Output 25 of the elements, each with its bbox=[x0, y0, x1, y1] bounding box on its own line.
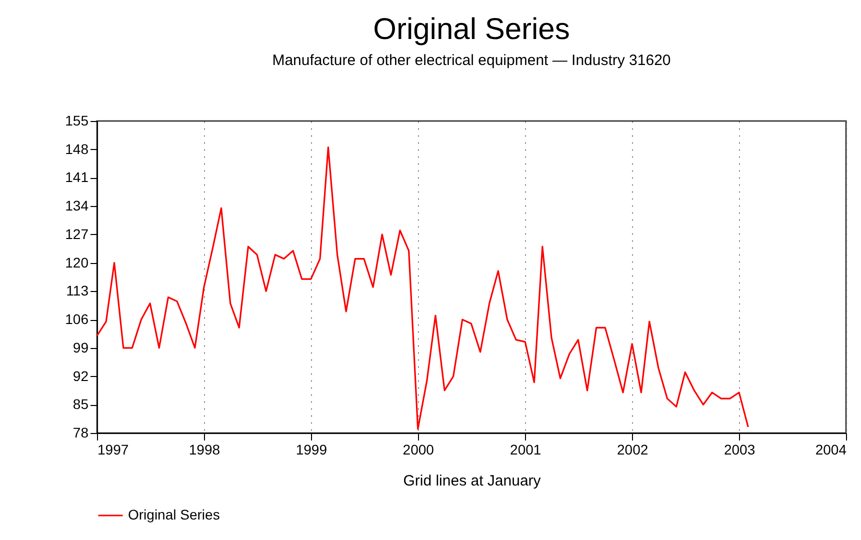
x-tick-label: 2000 bbox=[402, 442, 434, 458]
x-tick-label: 2001 bbox=[510, 442, 542, 458]
y-tick-label: 155 bbox=[65, 112, 89, 128]
y-tick-label: 148 bbox=[65, 140, 89, 157]
x-tick-label: 1997 bbox=[98, 442, 129, 458]
y-tick-label: 85 bbox=[72, 396, 89, 412]
line-series bbox=[96, 146, 749, 430]
x-tick-label: 2004 bbox=[815, 442, 847, 458]
y-tick-label: 99 bbox=[72, 339, 89, 356]
y-tick-label: 106 bbox=[65, 311, 89, 328]
x-tick-label: 1998 bbox=[188, 442, 220, 458]
y-tick-label: 134 bbox=[65, 198, 89, 214]
chart-subtitle: Manufacture of other electrical equipment — Industry 31620 bbox=[272, 52, 671, 69]
y-tick-label: 78 bbox=[72, 424, 89, 440]
y-tick-label: 120 bbox=[65, 254, 89, 270]
chart-title: Original Series bbox=[373, 13, 570, 46]
x-tick-label: 1999 bbox=[296, 442, 328, 458]
y-tick-label: 141 bbox=[65, 169, 89, 186]
y-tick-label: 113 bbox=[66, 282, 89, 299]
x-axis-title: Grid lines at January bbox=[403, 472, 542, 490]
x-tick-label: 2002 bbox=[617, 442, 648, 458]
y-tick-label: 127 bbox=[65, 226, 89, 242]
y-tick-label: 92 bbox=[72, 368, 89, 384]
x-tick-label: 2003 bbox=[724, 442, 756, 458]
legend-label: Original Series bbox=[128, 506, 220, 522]
